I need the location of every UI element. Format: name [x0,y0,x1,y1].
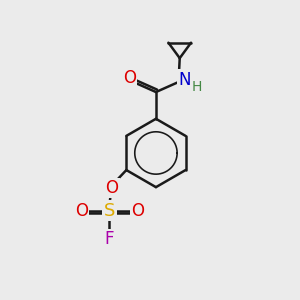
Text: O: O [131,202,144,220]
Text: S: S [104,202,115,220]
Text: F: F [105,230,114,248]
Text: O: O [105,179,118,197]
Text: H: H [192,80,202,94]
Text: O: O [123,69,136,87]
Text: N: N [179,70,191,88]
Text: O: O [75,202,88,220]
